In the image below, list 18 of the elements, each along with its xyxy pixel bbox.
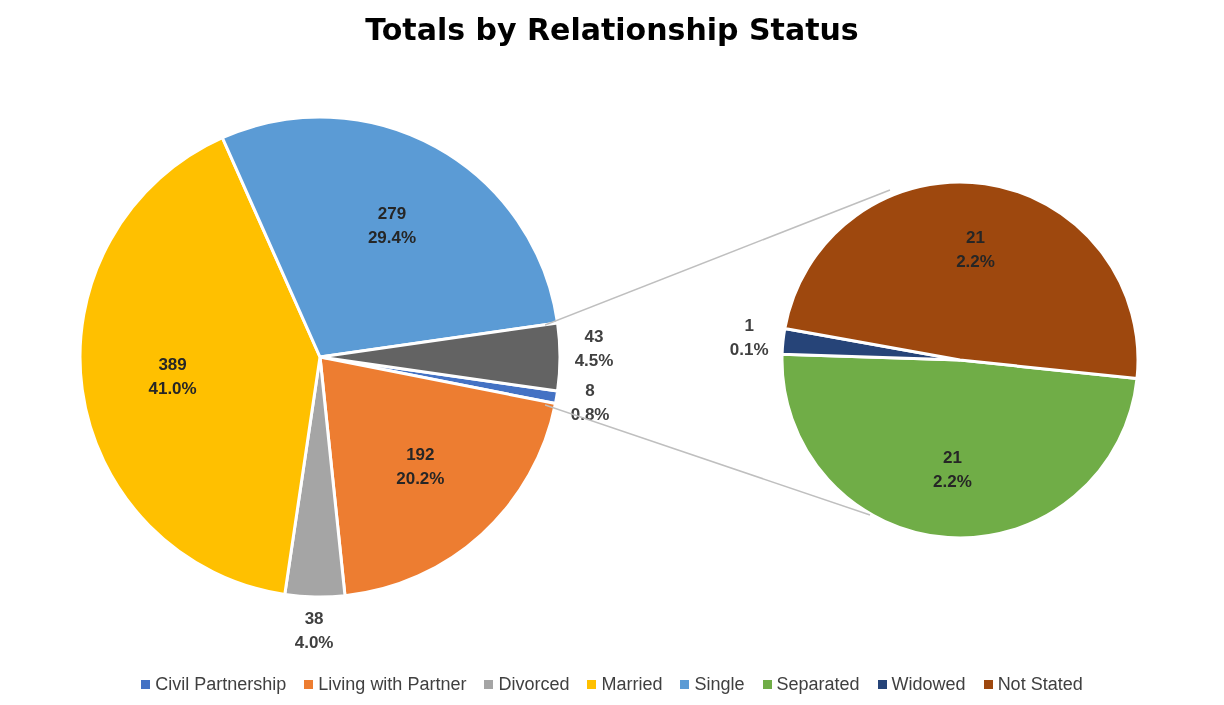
legend-label: Civil Partnership <box>155 674 287 695</box>
legend-label: Separated <box>776 674 860 695</box>
data-label: 279 29.4% <box>367 204 417 248</box>
data-label: 21 2.2% <box>956 228 995 272</box>
data-label: 1 0.1% <box>729 315 769 359</box>
legend-label: Single <box>694 674 745 695</box>
legend-label: Widowed <box>891 674 966 695</box>
legend-label: Divorced <box>498 674 570 695</box>
chart-title: Totals by Relationship Status <box>364 12 860 47</box>
legend-label: Living with Partner <box>318 674 467 695</box>
legend-label: Married <box>601 674 663 695</box>
data-label: 192 20.2% <box>396 444 445 488</box>
data-label: 38 4.0% <box>294 608 334 652</box>
data-label: 389 41.0% <box>148 354 197 398</box>
data-label: 21 2.2% <box>933 447 972 491</box>
data-label: 8 0.8% <box>570 380 610 424</box>
data-label: 43 4.5% <box>574 326 614 370</box>
legend-label: Not Stated <box>997 674 1083 695</box>
